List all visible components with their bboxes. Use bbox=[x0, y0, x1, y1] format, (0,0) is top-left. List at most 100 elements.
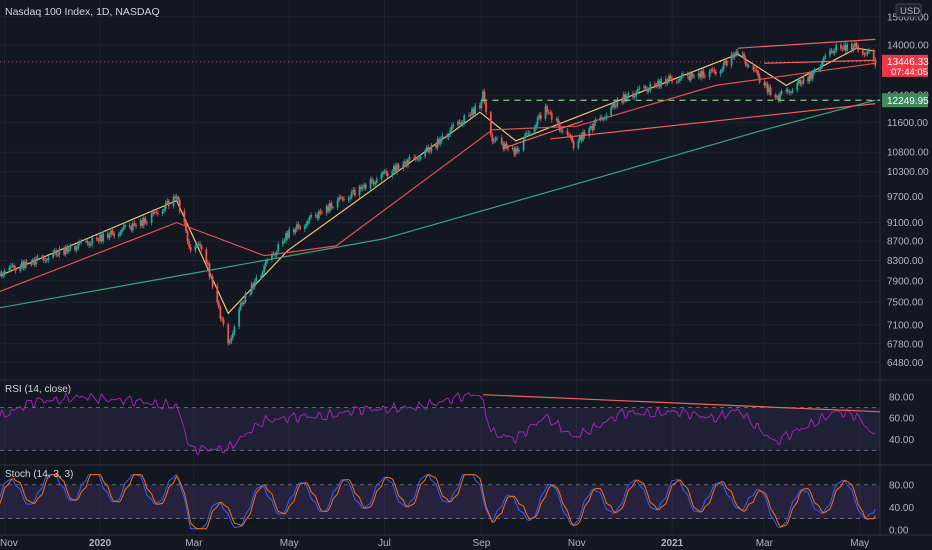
candle-body bbox=[843, 45, 845, 50]
candle-body bbox=[231, 332, 234, 338]
candle-body bbox=[3, 270, 6, 275]
candle-body bbox=[807, 77, 809, 82]
candle-body bbox=[514, 148, 517, 155]
candle-body bbox=[31, 259, 34, 262]
candlesticks bbox=[0, 40, 877, 347]
candle-body bbox=[392, 165, 395, 171]
price-axis-tick: 7500.00 bbox=[887, 298, 924, 309]
candle-body bbox=[42, 258, 45, 261]
candle-body bbox=[474, 105, 477, 115]
ma-line-slow bbox=[0, 99, 876, 309]
candle-body bbox=[264, 262, 267, 267]
candle-body bbox=[347, 198, 350, 201]
candle-body bbox=[686, 73, 689, 77]
candle-body bbox=[174, 196, 176, 199]
candle-body bbox=[144, 217, 147, 223]
candle-body bbox=[413, 156, 416, 158]
candle-body bbox=[166, 201, 169, 204]
candle-body bbox=[360, 186, 362, 190]
candle-body bbox=[493, 140, 495, 142]
candle-body bbox=[130, 226, 133, 230]
candle-body bbox=[22, 261, 25, 269]
candle-body bbox=[735, 51, 738, 54]
candle-body bbox=[621, 99, 623, 103]
candle-body bbox=[500, 137, 503, 144]
candle-body bbox=[424, 150, 427, 157]
candle-body bbox=[252, 283, 255, 288]
candle-body bbox=[632, 93, 634, 98]
candle-body bbox=[708, 71, 711, 77]
price-axis-tick: 14000.00 bbox=[887, 41, 929, 52]
candle-body bbox=[263, 266, 266, 273]
candle-body bbox=[2, 274, 5, 277]
price-axis-tick: 11600.00 bbox=[887, 118, 928, 129]
candle-body bbox=[394, 165, 397, 173]
candle-body bbox=[369, 179, 372, 189]
candle-body bbox=[790, 92, 792, 93]
candle-body bbox=[271, 254, 273, 260]
stoch-d-line bbox=[0, 474, 876, 530]
candle-body bbox=[197, 243, 200, 245]
candle-body bbox=[178, 200, 181, 212]
candle-body bbox=[852, 47, 855, 51]
candle-body bbox=[332, 207, 334, 209]
candle-body bbox=[396, 164, 398, 173]
candle-body bbox=[785, 90, 788, 91]
candle-body bbox=[358, 186, 361, 196]
candle-body bbox=[341, 197, 344, 199]
stoch-axis-tick: 80.00 bbox=[889, 480, 914, 491]
candle-body bbox=[746, 64, 749, 66]
candle-body bbox=[525, 132, 528, 135]
candle-body bbox=[555, 118, 558, 120]
candle-body bbox=[679, 78, 681, 81]
candle-body bbox=[539, 114, 542, 119]
candle-body bbox=[449, 129, 452, 135]
candle-body bbox=[69, 245, 72, 249]
candle-body bbox=[155, 211, 158, 213]
candle-body bbox=[680, 75, 683, 79]
candle-body bbox=[550, 113, 553, 120]
price-axis-tick: 10300.00 bbox=[887, 167, 929, 178]
candle-body bbox=[141, 220, 144, 226]
trendline-2 bbox=[764, 59, 876, 64]
candle-body bbox=[463, 115, 466, 123]
candle-body bbox=[450, 126, 453, 130]
candle-body bbox=[250, 283, 253, 294]
candle-body bbox=[874, 59, 877, 66]
time-axis-label: Mar bbox=[756, 538, 774, 549]
candle-body bbox=[452, 124, 455, 127]
candle-body bbox=[482, 91, 484, 101]
candle-body bbox=[172, 196, 175, 207]
candle-body bbox=[58, 248, 61, 255]
candle-body bbox=[714, 71, 717, 74]
candle-body bbox=[430, 144, 433, 152]
candle-body bbox=[691, 73, 694, 77]
price-axis-tick: 7100.00 bbox=[887, 320, 924, 331]
candle-body bbox=[791, 90, 794, 93]
candle-body bbox=[611, 103, 614, 108]
currency-badge bbox=[895, 3, 922, 18]
candle-body bbox=[249, 293, 251, 295]
last-price-badge bbox=[882, 54, 928, 77]
candle-body bbox=[189, 246, 192, 251]
candle-body bbox=[310, 214, 312, 218]
candle-body bbox=[78, 241, 81, 244]
candle-body bbox=[468, 115, 470, 116]
candle-body bbox=[102, 233, 105, 242]
candle-body bbox=[67, 248, 70, 252]
candle-body bbox=[458, 121, 461, 123]
candle-body bbox=[186, 231, 189, 242]
candle-body bbox=[647, 90, 650, 92]
candle-body bbox=[558, 123, 561, 130]
candle-body bbox=[588, 128, 591, 136]
candle-body bbox=[317, 211, 320, 219]
candle-body bbox=[88, 243, 90, 246]
candle-body bbox=[533, 127, 536, 133]
candle-body bbox=[682, 73, 684, 76]
candle-body bbox=[633, 95, 636, 98]
candle-body bbox=[297, 224, 300, 227]
candle-body bbox=[758, 75, 761, 83]
candle-body bbox=[217, 302, 220, 307]
